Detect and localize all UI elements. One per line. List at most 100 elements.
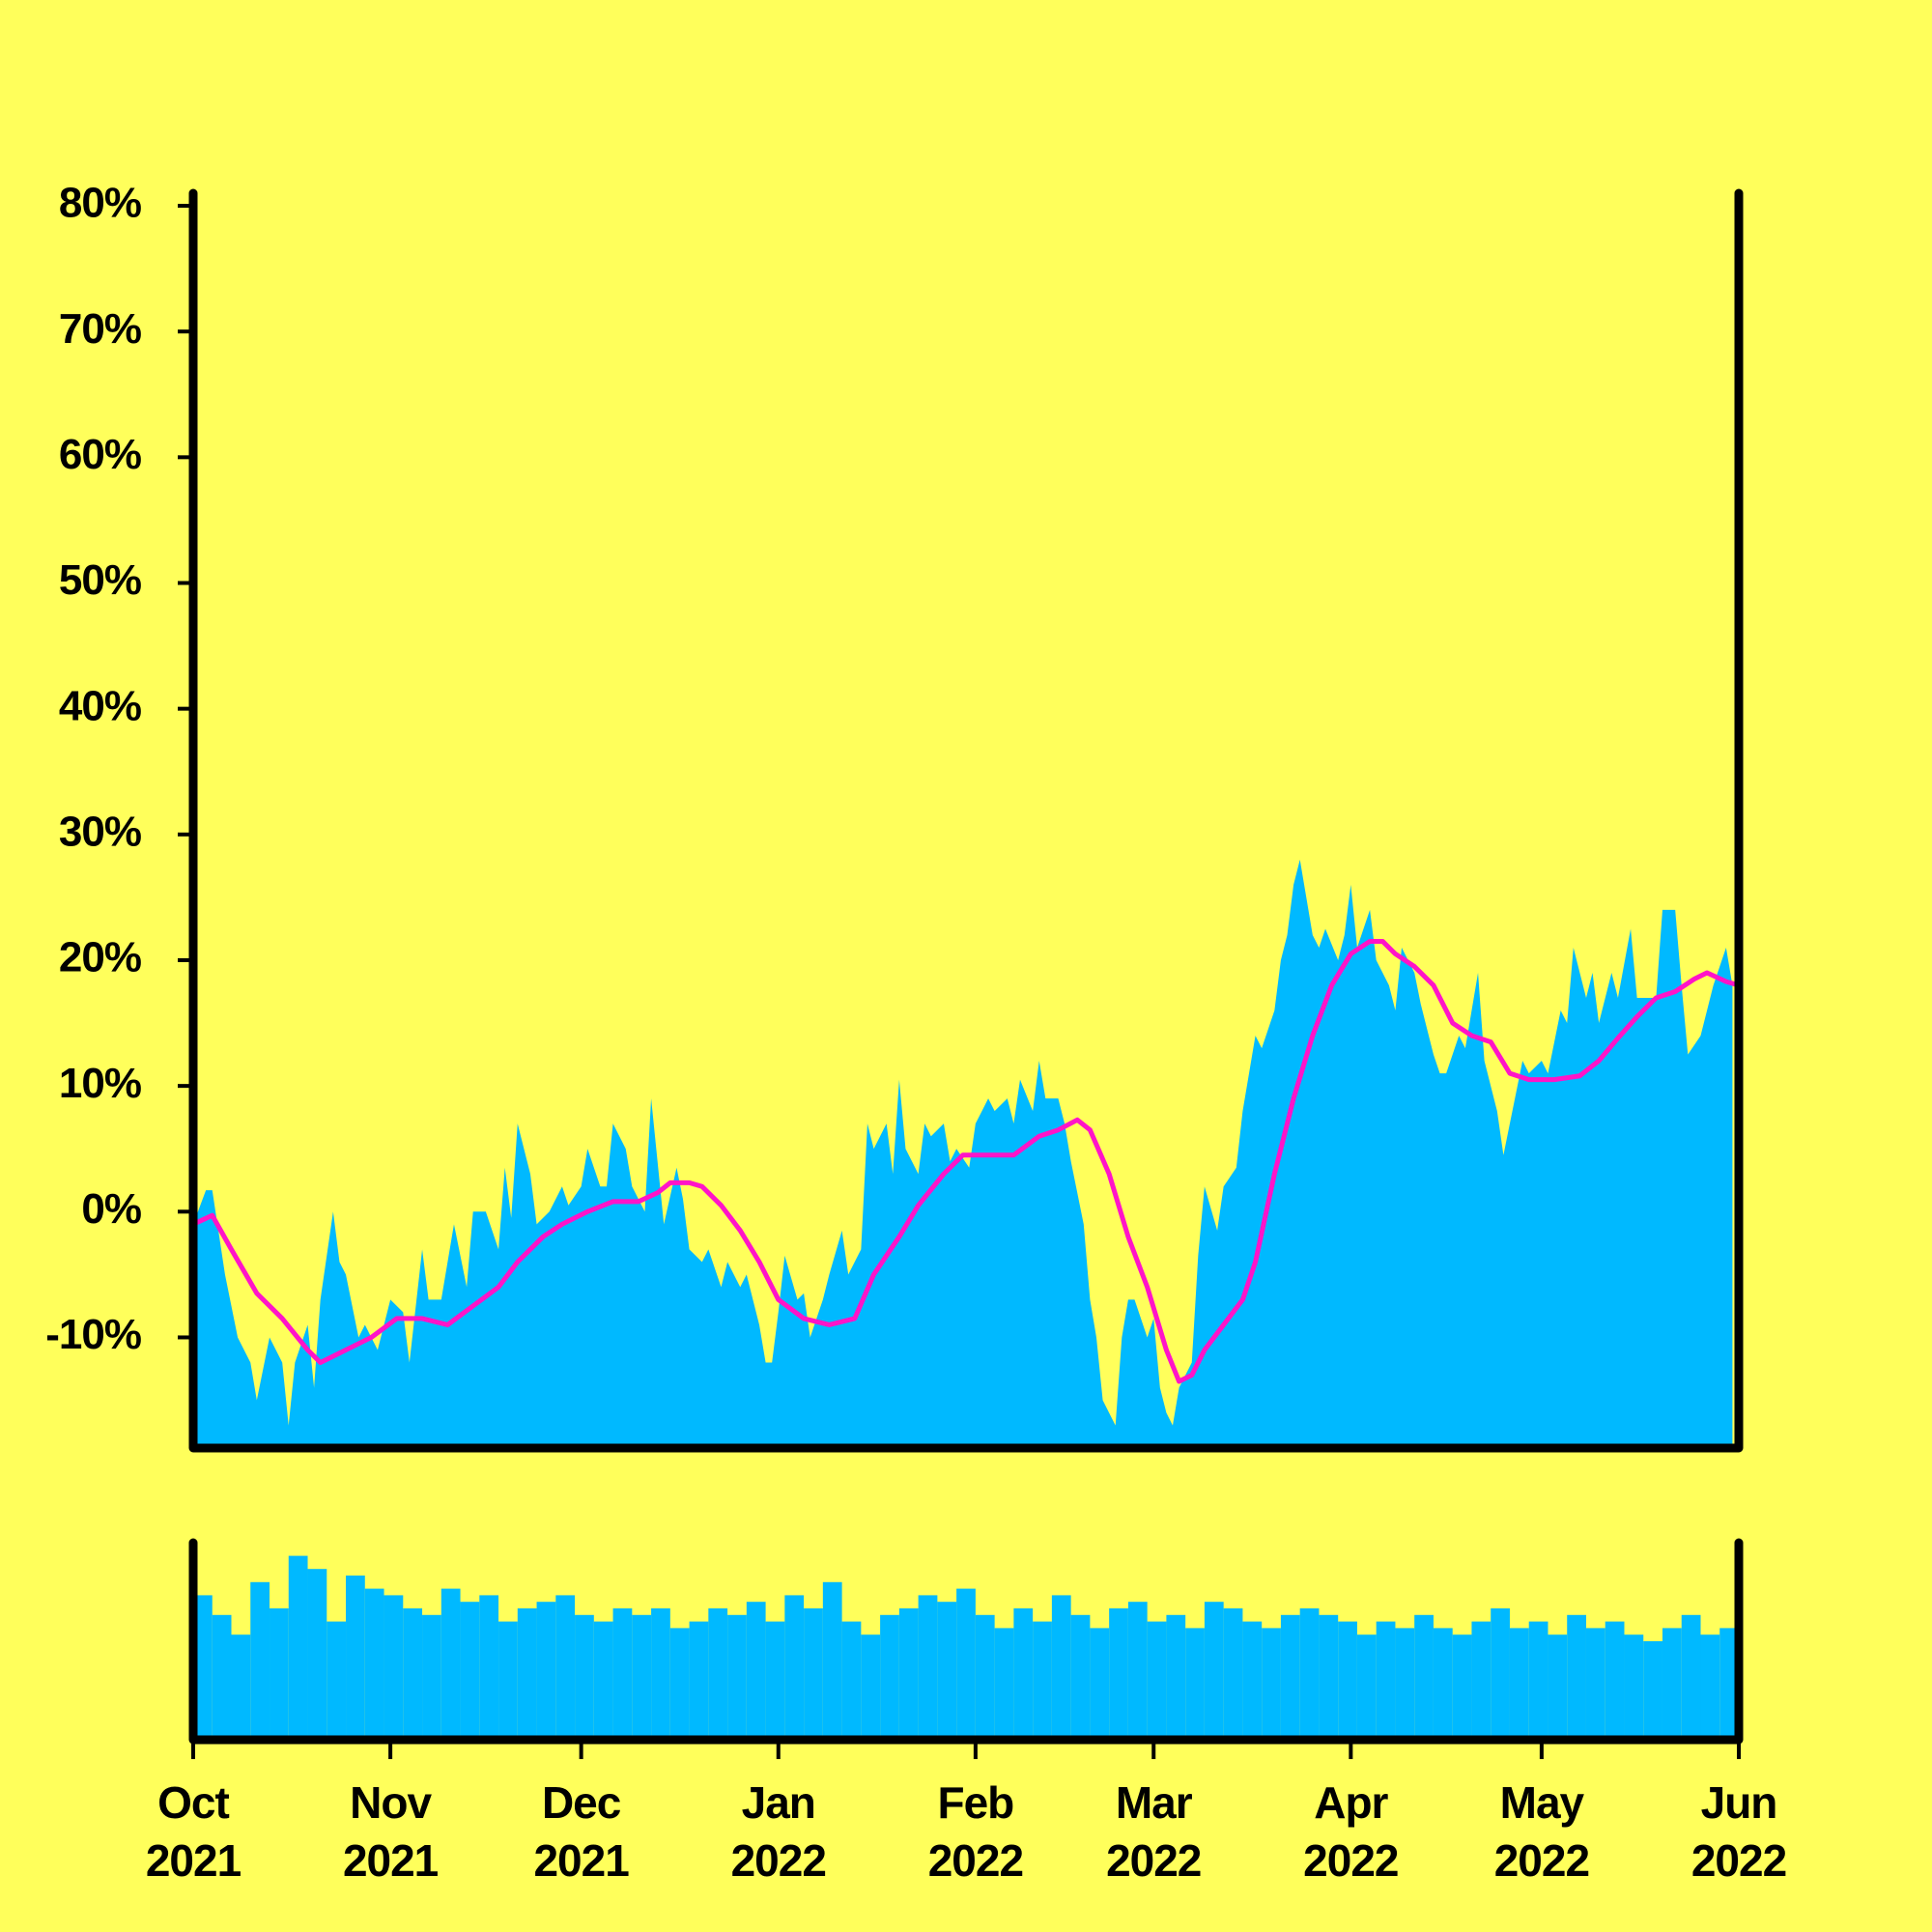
volume-bar xyxy=(1681,1614,1701,1740)
volume-bar xyxy=(975,1614,995,1740)
volume-bar xyxy=(1338,1621,1357,1740)
volume-bar xyxy=(575,1614,594,1740)
x-tick-label: Dec 2021 xyxy=(533,1777,629,1886)
volume-bar xyxy=(212,1614,232,1740)
volume-bar xyxy=(593,1621,613,1740)
volume-bar xyxy=(307,1569,327,1740)
volume-bar xyxy=(918,1595,938,1740)
volume-bar xyxy=(784,1595,805,1740)
volume-bar xyxy=(1033,1621,1052,1740)
volume-bar xyxy=(1262,1628,1281,1740)
volume-bar xyxy=(727,1614,747,1740)
volume-bar xyxy=(288,1555,308,1740)
volume-bar xyxy=(880,1614,899,1740)
volume-bar xyxy=(822,1581,842,1740)
volume-bar xyxy=(1509,1628,1529,1740)
volume-bar xyxy=(498,1621,518,1740)
volume-bar xyxy=(669,1628,690,1740)
volume-bar xyxy=(250,1581,270,1740)
volume-bar xyxy=(327,1621,347,1740)
volume-bar xyxy=(1548,1634,1568,1740)
volume-bar xyxy=(1166,1614,1186,1740)
y-tick-label: 0% xyxy=(81,1185,141,1233)
y-tick-label: 20% xyxy=(59,934,141,981)
volume-bar xyxy=(1452,1634,1472,1740)
x-tick-label: Nov 2021 xyxy=(342,1777,439,1886)
volume-bar xyxy=(898,1608,919,1740)
volume-bar xyxy=(270,1608,289,1740)
volume-bar xyxy=(1719,1628,1739,1740)
axis-frame xyxy=(188,188,1744,1453)
volume-bar xyxy=(956,1588,976,1740)
volume-bar xyxy=(1585,1628,1605,1740)
volume-bar xyxy=(1185,1628,1205,1740)
x-tick-label: Mar 2022 xyxy=(1106,1777,1202,1886)
volume-bar xyxy=(765,1621,785,1740)
x-tick-label: Feb 2022 xyxy=(927,1777,1024,1886)
volume-bar xyxy=(1223,1608,1243,1740)
x-tick-label: Oct 2021 xyxy=(145,1777,242,1886)
volume-bar xyxy=(612,1608,633,1740)
volume-bar xyxy=(1376,1621,1396,1740)
volume-bar xyxy=(1395,1628,1415,1740)
y-tick-label: 50% xyxy=(59,556,141,604)
volume-bar xyxy=(555,1595,576,1740)
volume-bar xyxy=(1567,1614,1586,1740)
y-tick-label: 80% xyxy=(59,180,141,227)
volume-bar xyxy=(1643,1641,1662,1740)
volume-bar xyxy=(861,1634,881,1740)
volume-bar xyxy=(346,1576,365,1740)
volume-bar xyxy=(1090,1628,1110,1740)
volume-bar xyxy=(632,1614,652,1740)
volume-bar xyxy=(1070,1614,1091,1740)
volume-bar xyxy=(1109,1608,1128,1740)
volume-bar xyxy=(1127,1602,1148,1740)
volume-bar xyxy=(1491,1608,1510,1740)
volume-bar xyxy=(1356,1634,1377,1740)
volume-bar xyxy=(804,1608,823,1740)
volume-bar xyxy=(517,1608,537,1740)
volume-bar xyxy=(536,1602,556,1740)
volume-bar xyxy=(364,1588,384,1740)
volume-bar xyxy=(1471,1621,1492,1740)
volume-bar xyxy=(403,1608,423,1740)
volume-bar xyxy=(1299,1608,1320,1740)
volume-bar xyxy=(746,1602,766,1740)
volume-bar xyxy=(193,1595,213,1740)
volume-bar xyxy=(937,1602,957,1740)
volume-bar xyxy=(1013,1608,1034,1740)
volume-bar xyxy=(1624,1634,1644,1740)
volume-bar xyxy=(231,1634,251,1740)
volume-bar xyxy=(708,1608,728,1740)
y-tick-label: 30% xyxy=(59,808,141,855)
x-tick-label: Jun 2022 xyxy=(1690,1777,1787,1886)
volume-bar xyxy=(1662,1628,1682,1740)
volume-bar xyxy=(651,1608,670,1740)
volume-bar xyxy=(1204,1602,1224,1740)
volume-bar xyxy=(841,1621,862,1740)
x-tick-label: May 2022 xyxy=(1493,1777,1590,1886)
y-tick-label: 10% xyxy=(59,1060,141,1107)
volume-bar xyxy=(1147,1621,1167,1740)
volume-bar xyxy=(689,1621,709,1740)
volume-bar xyxy=(460,1602,480,1740)
volume-bar xyxy=(1051,1595,1071,1740)
volume-bar xyxy=(1280,1614,1300,1740)
volume-bar xyxy=(1319,1614,1339,1740)
volume-bar xyxy=(994,1628,1014,1740)
moving-average-line xyxy=(191,938,1740,1384)
volume-bar xyxy=(422,1614,441,1740)
volume-bar xyxy=(1528,1621,1548,1740)
volume-bar xyxy=(1605,1621,1625,1740)
volume-bar xyxy=(384,1595,404,1740)
y-tick-label: -10% xyxy=(45,1311,141,1358)
volume-bar xyxy=(479,1595,499,1740)
axis-frame xyxy=(188,1538,1744,1745)
volume-bar xyxy=(1242,1621,1263,1740)
y-tick-label: 40% xyxy=(59,682,141,729)
y-tick-label: 60% xyxy=(59,431,141,478)
volume-bar xyxy=(1414,1614,1434,1740)
volume-bar xyxy=(1700,1634,1720,1740)
